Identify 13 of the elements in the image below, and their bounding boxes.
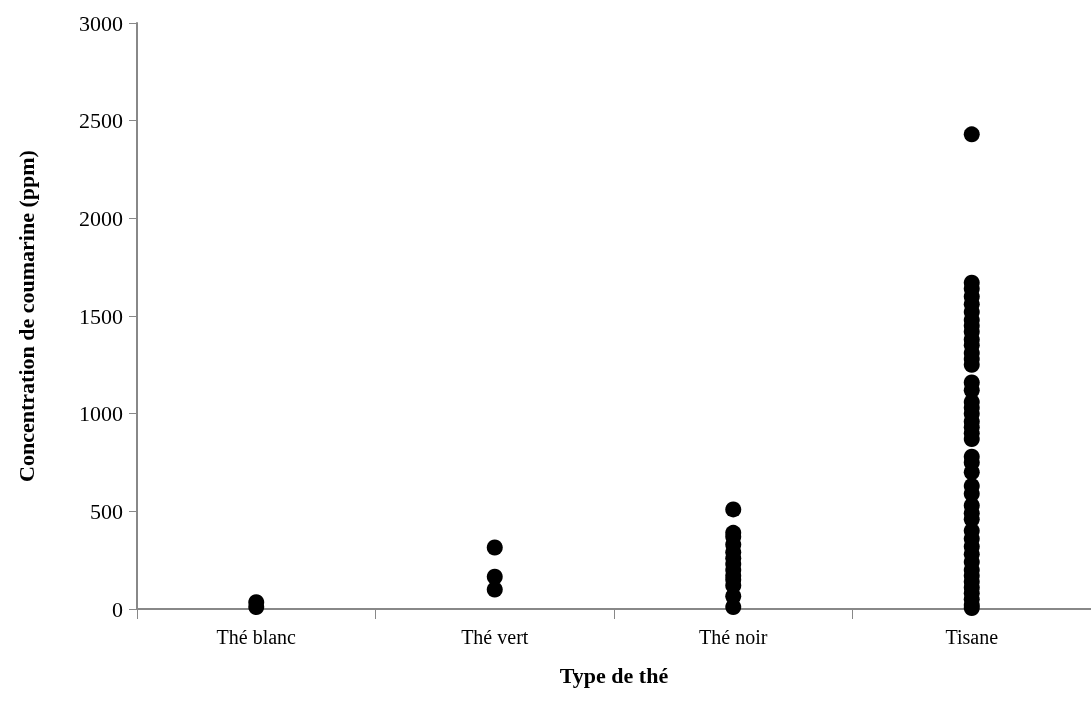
- y-tick-label: 2000: [79, 205, 123, 231]
- y-tick-label: 500: [90, 498, 123, 524]
- y-tick-label: 1500: [79, 303, 123, 329]
- x-tick-label: Thé vert: [461, 626, 529, 648]
- x-tick-label: Thé blanc: [216, 626, 297, 648]
- y-tick-label: 0: [112, 596, 123, 622]
- y-tick-label: 2500: [79, 108, 123, 134]
- y-tick-label: 3000: [79, 10, 123, 36]
- x-tick-label: Thé noir: [699, 626, 768, 648]
- y-tick-label: 1000: [79, 401, 123, 427]
- x-tick-label: Tisane: [945, 626, 999, 648]
- y-axis-title: Concentration de coumarine (ppm): [13, 150, 39, 482]
- x-axis-title: Type de thé: [559, 662, 669, 688]
